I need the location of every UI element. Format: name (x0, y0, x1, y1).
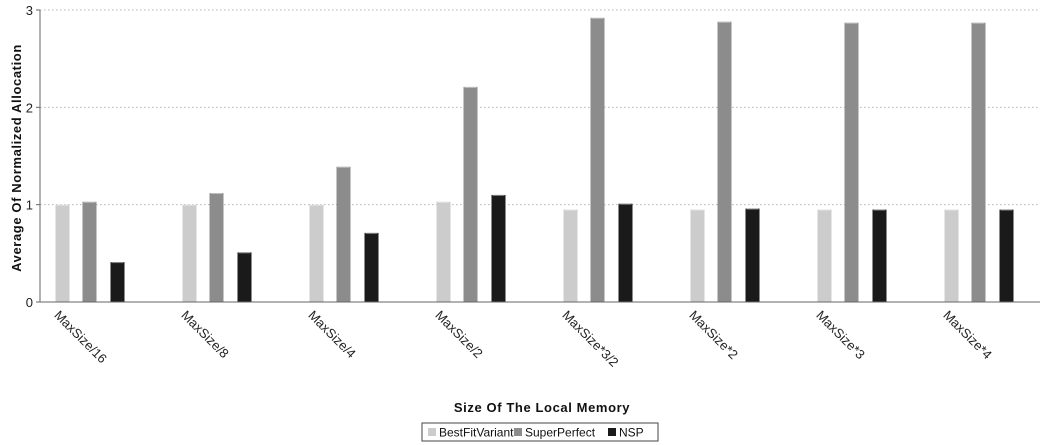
y-tick-label: 3 (26, 3, 33, 18)
bar-superperfect-7 (971, 22, 986, 303)
bar-nsp-5 (745, 208, 760, 302)
legend-label-bestfitvariant: BestFitVariant (439, 426, 514, 440)
bar-superperfect-6 (844, 22, 859, 303)
bar-bestfitvariant-0 (55, 204, 70, 302)
bar-superperfect-3 (463, 86, 478, 302)
legend-swatch-bestfitvariant (428, 428, 436, 436)
y-axis-title: Average Of Normalized Allocation (9, 44, 24, 272)
y-tick-label: 1 (26, 198, 33, 213)
gridlines (40, 9, 1040, 206)
bar-bestfitvariant-5 (690, 209, 705, 302)
x-tick-label: MaxSize*3 (813, 308, 868, 363)
bar-superperfect-2 (336, 166, 351, 302)
bar-nsp-4 (618, 203, 633, 302)
bar-nsp-7 (999, 209, 1014, 302)
legend-label-nsp: NSP (619, 426, 644, 440)
legend-label-superperfect: SuperPerfect (525, 426, 596, 440)
x-tick-label: MaxSize/8 (178, 308, 232, 362)
bar-superperfect-0 (82, 201, 97, 302)
x-tick-label: MaxSize/2 (432, 308, 486, 362)
bar-nsp-0 (110, 262, 125, 302)
bar-superperfect-5 (717, 21, 732, 303)
legend: BestFitVariant SuperPerfect NSP (421, 422, 659, 442)
bar-nsp-2 (364, 232, 379, 302)
legend-swatch-nsp (608, 428, 616, 436)
bar-nsp-3 (491, 194, 506, 302)
bar-superperfect-1 (209, 192, 224, 302)
x-tick-label: MaxSize/16 (51, 308, 110, 367)
y-tick-label: 0 (26, 295, 33, 310)
bar-nsp-6 (872, 209, 887, 302)
axes (36, 9, 1040, 303)
y-tick-label: 2 (26, 100, 33, 115)
bar-bestfitvariant-3 (436, 201, 451, 302)
bar-bestfitvariant-1 (182, 204, 197, 302)
legend-swatch-superperfect (514, 428, 522, 436)
x-tick-label: MaxSize*4 (940, 308, 995, 363)
bar-superperfect-4 (590, 17, 605, 302)
bar-bestfitvariant-4 (563, 209, 578, 302)
bar-bestfitvariant-7 (944, 209, 959, 302)
x-tick-label: MaxSize/4 (305, 308, 359, 362)
x-tick-label: MaxSize*2 (686, 308, 741, 363)
bar-bestfitvariant-6 (817, 209, 832, 302)
bar-nsp-1 (237, 252, 252, 302)
bars (55, 17, 1014, 303)
bar-bestfitvariant-2 (309, 204, 324, 302)
legend-box (421, 422, 659, 442)
x-tick-label: MaxSize*3/2 (559, 308, 621, 370)
x-axis-title: Size Of The Local Memory (454, 400, 630, 415)
